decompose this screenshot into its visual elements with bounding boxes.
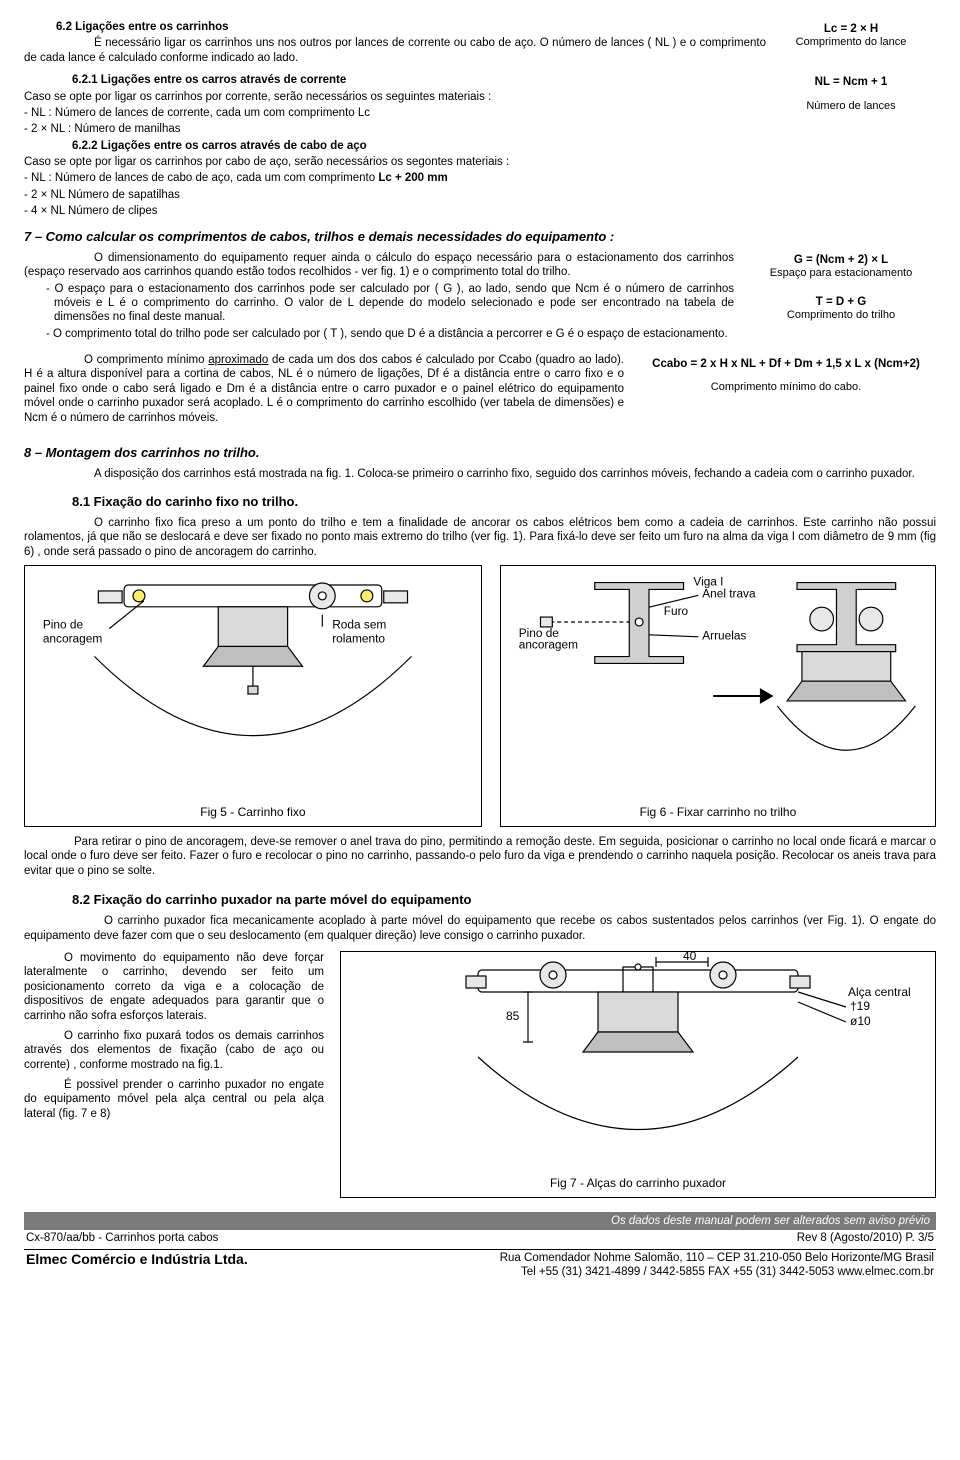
label-pino: Pino de	[43, 617, 84, 631]
footer-addr: Rua Comendador Nohme Salomão, 110 – CEP …	[500, 1252, 934, 1264]
figure-7: 40 85 Alça central †19 ø10 Fig 7 - Alças…	[340, 951, 936, 1198]
label-alca: Alça central	[848, 985, 911, 999]
text-7-p2u: aproximado	[208, 354, 268, 366]
section-6-2: 6.2 Ligações entre os carrinhos É necess…	[24, 20, 936, 67]
bullet-6-2-2-c: - 4 × NL Número de clipes	[24, 204, 936, 218]
label-anel: Anel trava	[702, 586, 756, 600]
footer-rev: Rev 8 (Agosto/2010) P. 3/5	[797, 1231, 934, 1245]
formula-t-label: Comprimento do trilho	[746, 309, 936, 323]
heading-8-2: 8.2 Fixação do carrinho puxador na parte…	[72, 892, 936, 908]
bullet-6-2-2-a1: - NL : Número de lances de cabo de aço, …	[24, 172, 378, 184]
text-8-1-p2: Para retirar o pino de ancoragem, deve-s…	[24, 835, 936, 878]
text-8-1-p1: O carrinho fixo fica preso a um ponto do…	[24, 516, 936, 559]
label-roda: Roda sem	[332, 617, 386, 631]
formula-ccabo: Ccabo = 2 x H x NL + Df + Dm + 1,5 x L x…	[636, 357, 936, 371]
bullet-7-b: - O comprimento total do trilho pode ser…	[54, 327, 734, 341]
diagram-fig7: 40 85 Alça central †19 ø10	[341, 952, 935, 1197]
section-7-bottom: O comprimento mínimo aproximado de cada …	[24, 353, 936, 427]
label-40: 40	[683, 952, 697, 963]
formula-nl: NL = Ncm + 1	[766, 75, 936, 89]
formula-t: T = D + G	[746, 295, 936, 309]
text-7-p1: O dimensionamento do equipamento requer …	[24, 251, 734, 280]
label-10: ø10	[850, 1014, 871, 1028]
heading-7: 7 – Como calcular os comprimentos de cab…	[24, 229, 936, 245]
heading-6-2-2: 6.2.2 Ligações entre os carros através d…	[72, 139, 936, 153]
bullet-6-2-1-a: - NL : Número de lances de corrente, cad…	[24, 106, 766, 120]
diagram-fig6: Viga I Furo Anel trava Pino de ancoragem…	[501, 566, 935, 826]
label-roda2: rolamento	[332, 631, 385, 645]
bullet-6-2-2-b: - 2 × NL Número de sapatilhas	[24, 188, 936, 202]
text-8-2-p4: É possivel prender o carrinho puxador no…	[24, 1078, 324, 1121]
formula-box-lc: Lc = 2 × H Comprimento do lance	[766, 20, 936, 67]
formula-g-label: Espaço para estacionamento	[746, 267, 936, 281]
label-pin6b: ancoragem	[519, 638, 578, 652]
bullet-6-2-2-a2: Lc + 200 mm	[378, 172, 447, 184]
section-6-2-2: 6.2.2 Ligações entre os carros através d…	[24, 139, 936, 219]
heading-8-1: 8.1 Fixação do carinho fixo no trilho.	[72, 494, 936, 510]
text-8-2-p3: O carrinho fixo puxará todos os demais c…	[24, 1029, 324, 1072]
footer-block: Elmec Comércio e Indústria Ltda. Rua Com…	[24, 1249, 936, 1281]
label-pino2: ancoragem	[43, 631, 103, 645]
label-furo: Furo	[664, 604, 689, 618]
formula-nl-label: Número de lances	[766, 100, 936, 114]
footer-code: Cx-870/aa/bb - Carrinhos porta cabos	[26, 1231, 218, 1245]
caption-fig7: Fig 7 - Alças do carrinho puxador	[341, 1176, 935, 1191]
heading-8: 8 – Montagem dos carrinhos no trilho.	[24, 445, 936, 461]
formula-box-g: G = (Ncm + 2) × L Espaço para estacionam…	[746, 251, 936, 287]
formula-box-ccabo: Ccabo = 2 x H x NL + Df + Dm + 1,5 x L x…	[636, 353, 936, 427]
formula-ccabo-label: Comprimento mínimo do cabo.	[636, 381, 936, 395]
text-7-p2a: O comprimento mínimo	[84, 354, 208, 366]
formula-lc-label: Comprimento do lance	[766, 36, 936, 50]
text-6-2-1: Caso se opte por ligar os carrinhos por …	[24, 90, 766, 104]
diagram-fig5: Pino de ancoragem Roda sem rolamento	[25, 566, 481, 826]
label-85: 85	[506, 1009, 520, 1023]
caption-fig6: Fig 6 - Fixar carrinho no trilho	[501, 805, 935, 820]
text-7-p2: O comprimento mínimo aproximado de cada …	[24, 353, 624, 425]
formula-box-t: T = D + G Comprimento do trilho	[746, 293, 936, 329]
section-8-2-body: O movimento do equipamento não deve forç…	[24, 951, 936, 1198]
text-8-2-p2: O movimento do equipamento não deve forç…	[24, 951, 324, 1023]
formula-g: G = (Ncm + 2) × L	[746, 253, 936, 267]
formula-lc: Lc = 2 × H	[766, 22, 936, 36]
label-19: †19	[850, 999, 870, 1013]
footer-tel: Tel +55 (31) 3421-4899 / 3442-5855 FAX +…	[521, 1266, 934, 1278]
label-arr: Arruelas	[702, 629, 746, 643]
text-6-2: É necessário ligar os carrinhos uns nos …	[24, 36, 766, 65]
figure-row-5-6: Pino de ancoragem Roda sem rolamento Fig…	[24, 565, 936, 827]
footer-disclaimer: Os dados deste manual podem ser alterado…	[24, 1212, 936, 1230]
footer-line-1: Cx-870/aa/bb - Carrinhos porta cabos Rev…	[24, 1230, 936, 1246]
figure-5: Pino de ancoragem Roda sem rolamento Fig…	[24, 565, 482, 827]
bullet-6-2-2-a: - NL : Número de lances de cabo de aço, …	[24, 171, 936, 185]
section-7-top: O dimensionamento do equipamento requer …	[24, 251, 936, 343]
text-8-2-p1: O carrinho puxador fica mecanicamente ac…	[24, 914, 936, 943]
bullet-6-2-1-b: - 2 × NL : Número de manilhas	[24, 122, 766, 136]
footer-company: Elmec Comércio e Indústria Ltda.	[26, 1251, 248, 1280]
formula-box-nl: NL = Ncm + 1 Número de lances	[766, 73, 936, 139]
heading-6-2: 6.2 Ligações entre os carrinhos	[56, 20, 766, 34]
text-8-p1: A disposição dos carrinhos está mostrada…	[24, 467, 936, 481]
formula-col-7: G = (Ncm + 2) × L Espaço para estacionam…	[746, 251, 936, 343]
caption-fig5: Fig 5 - Carrinho fixo	[25, 805, 481, 820]
text-6-2-2: Caso se opte por ligar os carrinhos por …	[24, 155, 936, 169]
heading-6-2-1: 6.2.1 Ligações entre os carros através d…	[72, 73, 766, 87]
bullet-7-a: - O espaço para o estacionamento dos car…	[54, 282, 734, 325]
figure-6: Viga I Furo Anel trava Pino de ancoragem…	[500, 565, 936, 827]
section-6-2-1: 6.2.1 Ligações entre os carros através d…	[24, 73, 936, 139]
